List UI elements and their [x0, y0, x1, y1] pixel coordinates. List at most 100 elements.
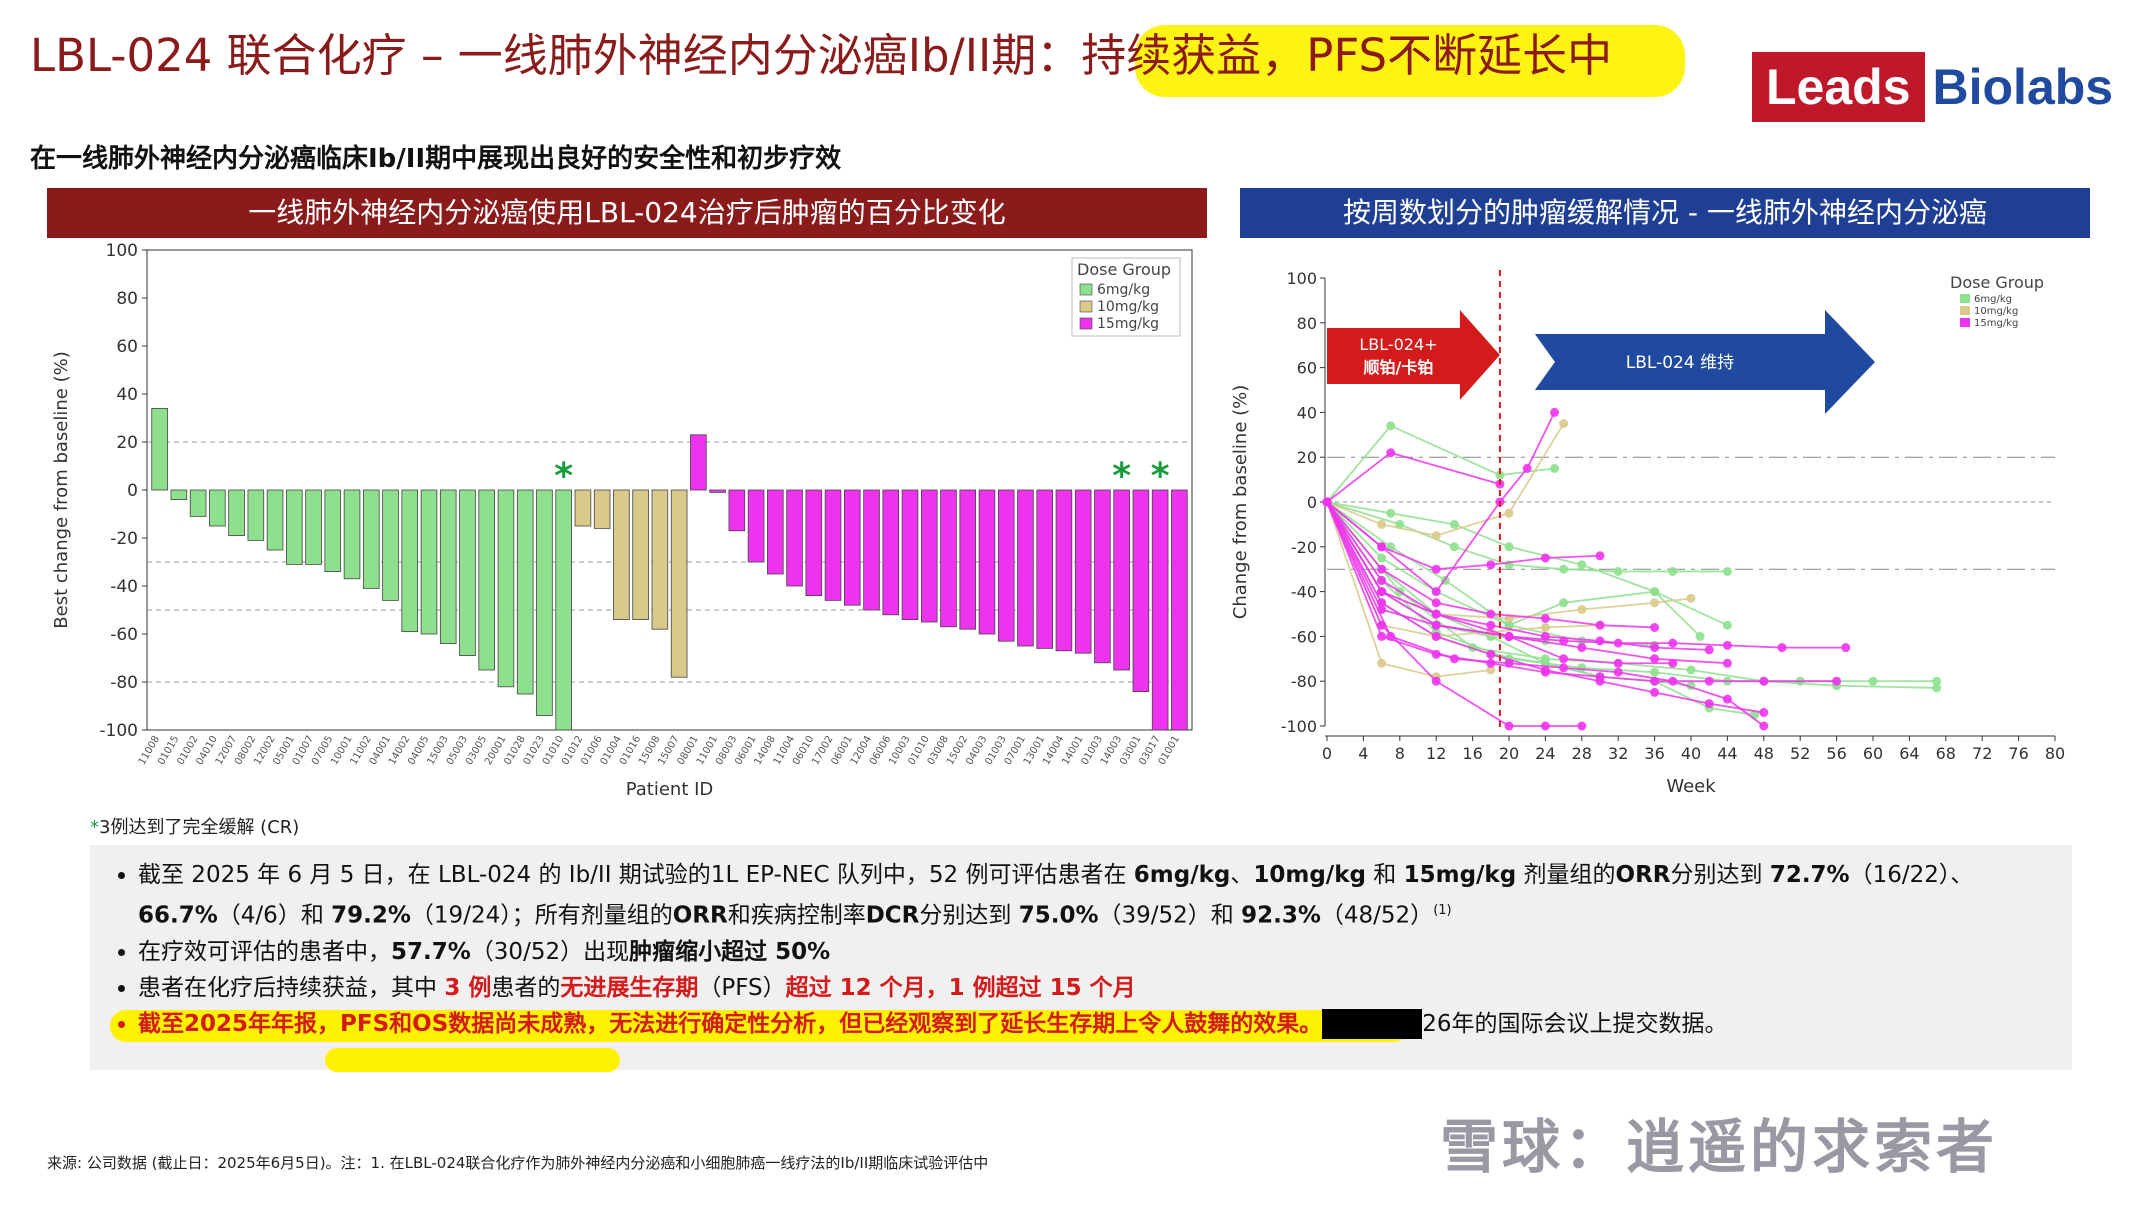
data-point	[1868, 676, 1878, 686]
data-point	[1486, 609, 1496, 619]
data-point	[1540, 654, 1550, 664]
data-point	[1486, 649, 1496, 659]
data-point	[1377, 519, 1387, 529]
data-point	[1386, 421, 1396, 431]
data-point	[1650, 667, 1660, 677]
data-point	[1540, 613, 1550, 623]
x-tick-label: 80	[2045, 744, 2065, 763]
phase1-label-line2: 顺铂/卡铂	[1364, 358, 1434, 377]
data-point	[1522, 463, 1532, 473]
data-point	[1431, 531, 1441, 541]
y-tick-label: 40	[116, 385, 138, 405]
data-point	[1759, 721, 1769, 731]
data-point	[1686, 665, 1696, 675]
bar	[613, 489, 630, 621]
x-tick-label: 12	[1426, 744, 1446, 763]
x-tick-label: 60	[1863, 744, 1883, 763]
data-point	[1686, 593, 1696, 603]
legend-entry: 6mg/kg	[1097, 282, 1150, 298]
data-point	[1577, 643, 1587, 653]
data-point	[1377, 553, 1387, 563]
data-point	[1704, 645, 1714, 655]
data-point	[1722, 566, 1732, 576]
bar	[1074, 489, 1092, 654]
x-tick-label: 64	[1899, 744, 1919, 763]
bullet-underline-highlight	[325, 1048, 620, 1072]
series-line	[1326, 501, 1837, 683]
bar	[824, 489, 842, 601]
bar	[1113, 489, 1130, 671]
data-point	[1540, 631, 1550, 641]
bar	[555, 489, 572, 731]
y-tick-label: -80	[1291, 672, 1317, 691]
y-tick-label: -60	[110, 625, 138, 645]
x-axis-label: Patient ID	[626, 779, 714, 800]
series-line	[1326, 501, 1601, 571]
x-axis-label: Week	[1666, 776, 1716, 797]
cr-footnote: *3例达到了完全缓解 (CR)	[90, 817, 300, 838]
data-point	[1322, 497, 1332, 507]
bar	[863, 489, 880, 611]
y-tick-label: -100	[99, 721, 138, 741]
bar	[459, 489, 476, 657]
legend-title: Dose Group	[1077, 260, 1171, 279]
bar	[1151, 489, 1169, 731]
x-tick-label: 52	[1790, 744, 1810, 763]
data-point	[1431, 598, 1441, 608]
data-point	[1486, 560, 1496, 570]
waterfall-chart: 100 80 60 40 20 0 -20 -40 -60 -80 -100 Best change …	[51, 241, 1193, 800]
data-point	[1550, 463, 1559, 473]
data-point	[1668, 638, 1678, 648]
bar	[959, 489, 977, 630]
data-point	[1759, 676, 1769, 686]
series-line	[1326, 501, 1846, 649]
data-point	[1377, 605, 1387, 615]
legend-entry: 15mg/kg	[1097, 316, 1159, 332]
series-line	[1326, 501, 1582, 727]
y-tick-label: -20	[110, 529, 138, 549]
x-tick-label: 68	[1936, 744, 1956, 763]
data-point	[1650, 687, 1660, 697]
x-tick-label: 32	[1608, 744, 1628, 763]
data-point	[1540, 721, 1550, 731]
bar	[209, 489, 226, 527]
phase2-arrow	[1534, 310, 1875, 414]
data-point	[1722, 694, 1732, 704]
phase1-label-line1: LBL-024+	[1359, 335, 1437, 354]
bullet-2: 在疗效可评估的患者中，57.7%（30/52）出现肿瘤缩小超过 50%	[138, 934, 2072, 970]
bar	[228, 489, 245, 536]
bar	[747, 489, 765, 563]
leads-biolabs-logo: Leads Biolabs	[1752, 52, 2113, 122]
data-point	[1595, 636, 1605, 646]
bar	[324, 489, 342, 572]
data-point	[1595, 620, 1605, 630]
y-tick-label: 100	[106, 241, 138, 261]
data-point	[1722, 658, 1732, 668]
data-point	[1377, 575, 1387, 585]
y-tick-label: 60	[116, 337, 138, 357]
bar	[786, 489, 803, 587]
bar	[1171, 489, 1188, 731]
cr-marker: *	[554, 456, 573, 497]
data-point	[1504, 542, 1514, 552]
logo-biolabs: Biolabs	[1932, 59, 2114, 115]
data-point	[1559, 419, 1569, 429]
data-point	[1504, 508, 1514, 518]
data-point	[1449, 542, 1459, 552]
data-point	[1932, 676, 1942, 686]
summary-box: 截至 2025 年 6 月 5 日，在 LBL-024 的 Ib/II 期试验的…	[90, 845, 2072, 1070]
data-point	[1841, 643, 1851, 653]
data-point	[1559, 564, 1569, 574]
bar	[767, 489, 784, 575]
y-tick-label: 80	[116, 289, 138, 309]
data-point	[1695, 631, 1705, 641]
data-point	[1559, 598, 1569, 608]
data-point	[1668, 566, 1678, 576]
series-line	[1326, 423, 1565, 537]
data-point	[1613, 667, 1623, 677]
bar	[978, 489, 996, 635]
plot-frame	[146, 249, 1193, 731]
right-chart-banner: 按周数划分的肿瘤缓解情况 - 一线肺外神经内分泌癌	[1240, 188, 2090, 238]
page-subtitle: 在一线肺外神经内分泌癌临床Ib/II期中展现出良好的安全性和初步疗效	[30, 144, 842, 174]
redaction-block	[1322, 1009, 1423, 1040]
